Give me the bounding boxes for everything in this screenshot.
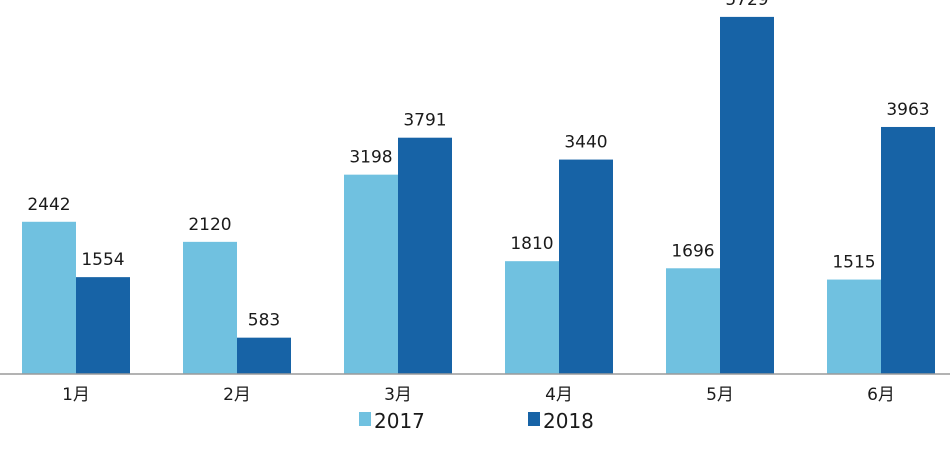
bar-2017-4 bbox=[505, 261, 559, 374]
category-label-4: 4月 bbox=[545, 385, 573, 405]
bar-2018-1 bbox=[76, 277, 130, 374]
value-label-2017-3: 3198 bbox=[349, 148, 392, 168]
category-label-6: 6月 bbox=[867, 385, 895, 405]
category-label-2: 2月 bbox=[223, 385, 251, 405]
bar-2018-4 bbox=[559, 159, 613, 374]
category-label-3: 3月 bbox=[384, 385, 412, 405]
bar-2017-3 bbox=[344, 174, 398, 374]
legend-swatch-2018 bbox=[528, 412, 540, 426]
bar-2018-2 bbox=[237, 337, 291, 374]
bar-2018-5 bbox=[720, 16, 774, 374]
legend-swatch-2017 bbox=[359, 412, 371, 426]
bar-2017-1 bbox=[22, 221, 76, 374]
value-label-2018-1: 1554 bbox=[81, 250, 124, 270]
value-label-2018-4: 3440 bbox=[564, 133, 607, 153]
value-label-2017-2: 2120 bbox=[188, 215, 231, 235]
value-label-2017-4: 1810 bbox=[510, 234, 553, 254]
value-label-2018-2: 583 bbox=[248, 311, 280, 331]
value-label-2018-5: 5729 bbox=[725, 0, 768, 10]
bar-2017-2 bbox=[183, 241, 237, 374]
category-label-5: 5月 bbox=[706, 385, 734, 405]
legend-label-2018: 2018 bbox=[543, 409, 594, 433]
bar-2018-3 bbox=[398, 137, 452, 374]
value-label-2017-1: 2442 bbox=[27, 195, 70, 215]
bar-2017-5 bbox=[666, 268, 720, 374]
value-label-2017-5: 1696 bbox=[671, 241, 714, 261]
category-label-1: 1月 bbox=[62, 385, 90, 405]
legend: 2017 2018 bbox=[359, 409, 594, 433]
bars-layer bbox=[22, 16, 935, 375]
value-label-2017-6: 1515 bbox=[832, 253, 875, 273]
bar-2018-6 bbox=[881, 126, 935, 375]
bar-2017-6 bbox=[827, 279, 881, 374]
value-labels-layer: 2442 1554 2120 583 3198 3791 1810 3440 1696 5729 1… bbox=[27, 0, 929, 331]
legend-label-2017: 2017 bbox=[374, 409, 425, 433]
value-label-2018-3: 3791 bbox=[403, 111, 446, 131]
value-label-2018-6: 3963 bbox=[886, 100, 929, 120]
category-labels-layer: 1月 2月 3月 4月 5月 6月 bbox=[62, 385, 895, 405]
